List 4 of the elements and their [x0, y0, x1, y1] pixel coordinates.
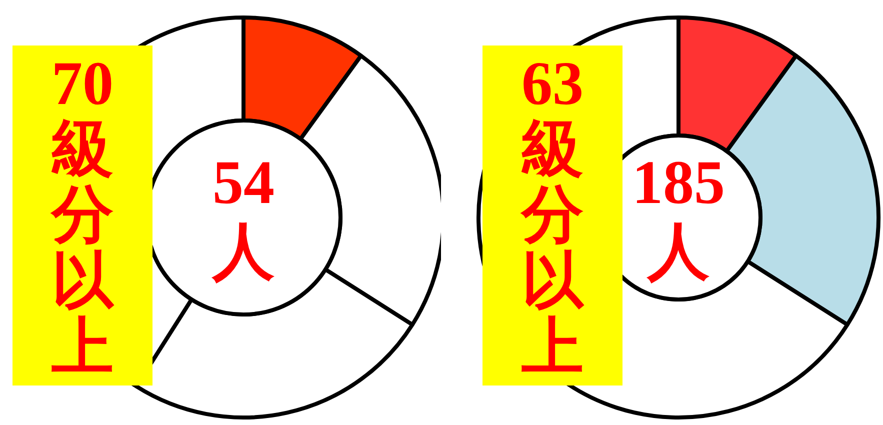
text: 70級分以上 [50, 50, 114, 382]
text: 54人 [210, 149, 274, 286]
text: 63級分以上 [520, 50, 584, 382]
text: 185人 [632, 149, 725, 286]
